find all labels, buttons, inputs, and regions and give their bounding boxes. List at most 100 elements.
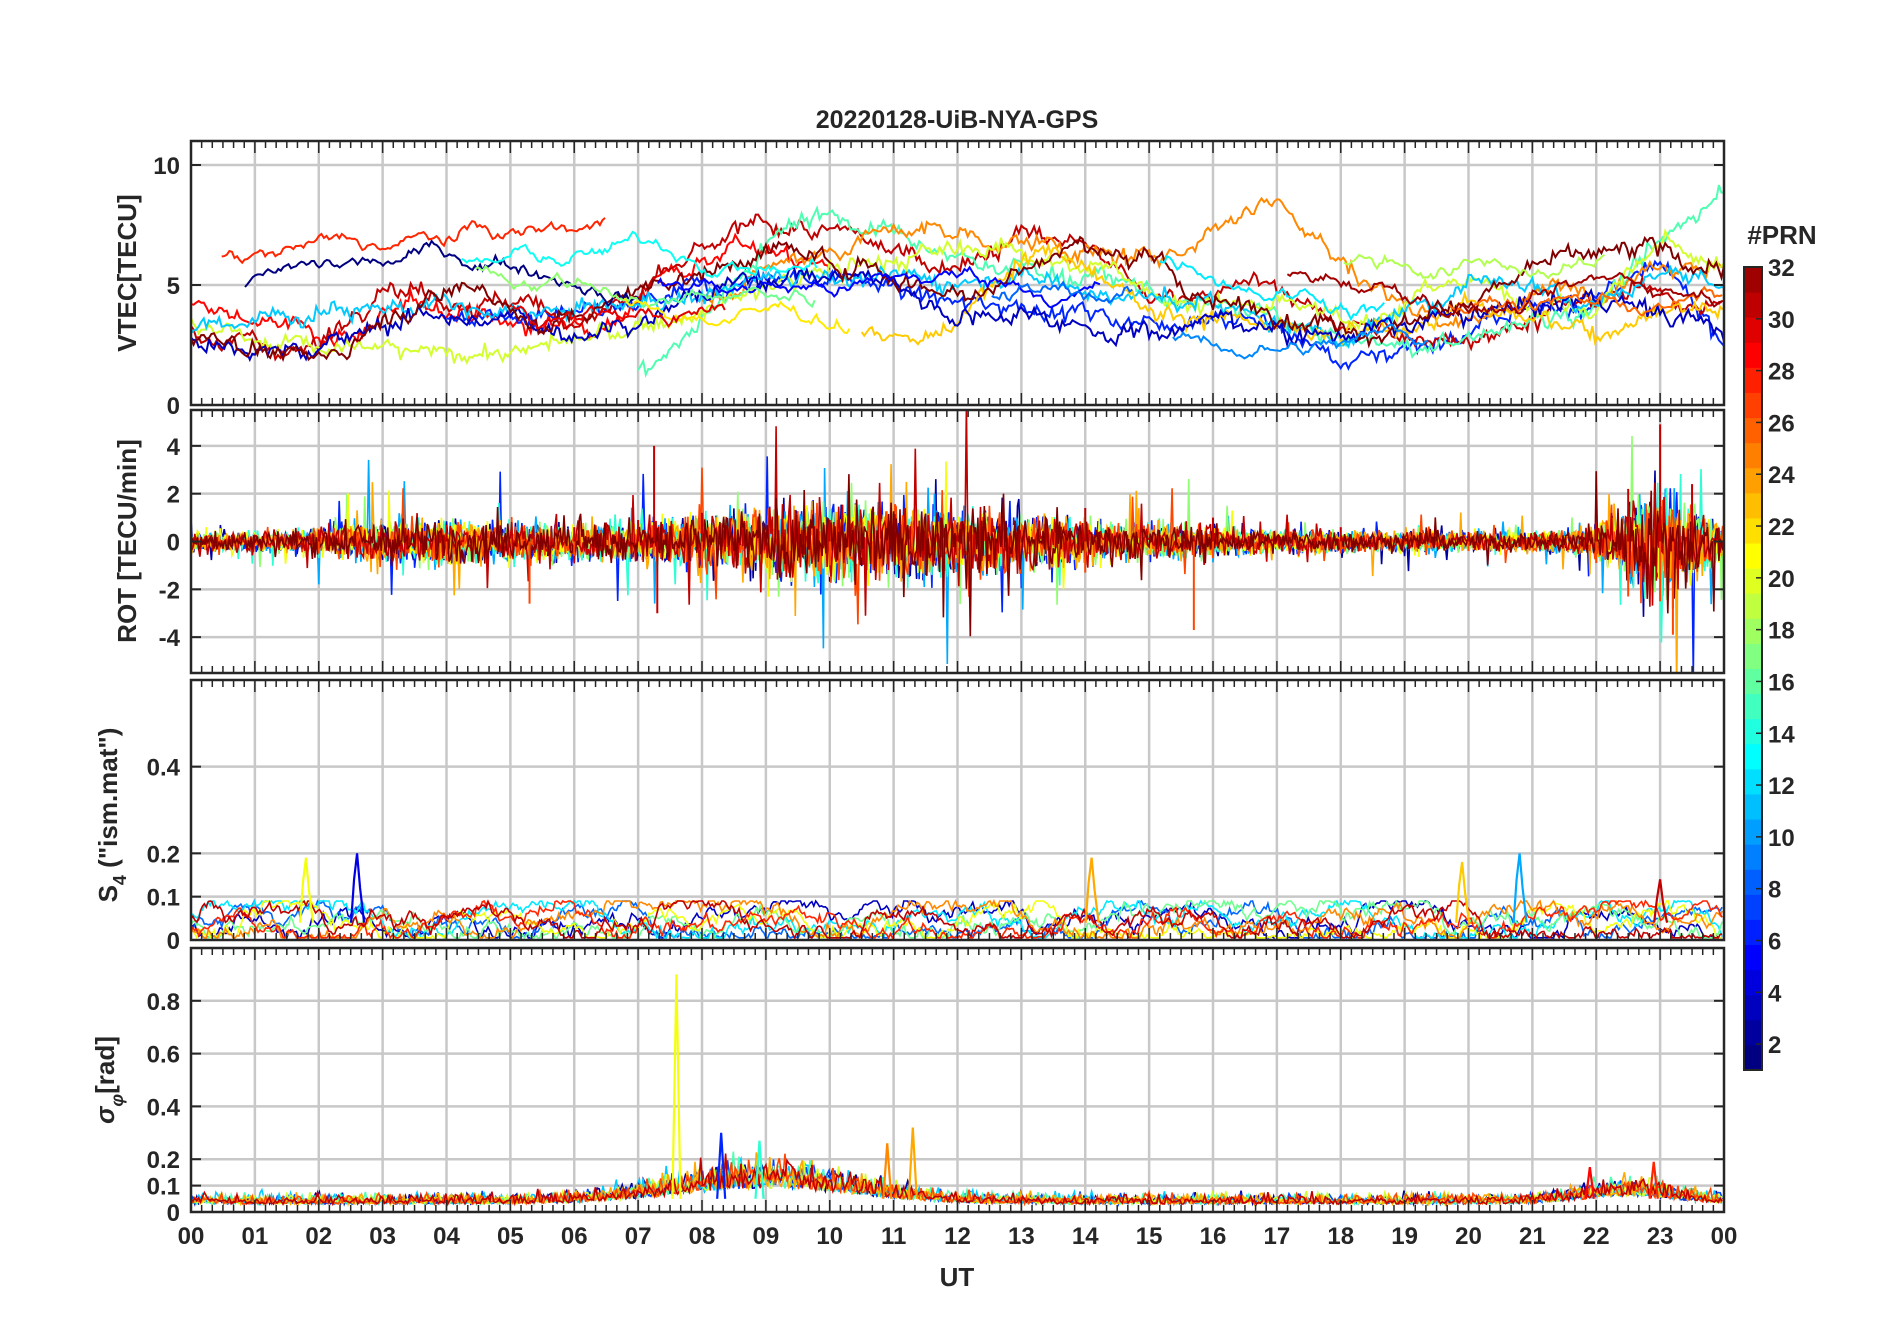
- colorbar-tick-label: 8: [1768, 877, 1781, 904]
- vtec-axes-frame: [189, 139, 1726, 407]
- colorbar-tick-label: 32: [1768, 255, 1795, 282]
- sigma-phi-peak-prn-24: [882, 1143, 893, 1199]
- x-tick-label: 15: [1136, 1223, 1163, 1250]
- colorbar-title: #PRN: [1747, 220, 1816, 250]
- x-tick-label: 05: [497, 1223, 524, 1250]
- x-tick-label: 19: [1391, 1223, 1418, 1250]
- sigma-phi-peak-prn-23: [907, 1127, 918, 1199]
- rot-axes-frame: [189, 408, 1726, 675]
- x-tick-label: 04: [433, 1223, 460, 1250]
- colorbar-tick-label: 10: [1768, 825, 1795, 852]
- colorbar-tick-label: 2: [1768, 1032, 1781, 1059]
- colorbar-tick-label: 30: [1768, 307, 1795, 334]
- colorbar-segment: [1744, 919, 1762, 946]
- colorbar-segment: [1744, 768, 1762, 795]
- colorbar-segment: [1744, 869, 1762, 895]
- x-tick-label: 09: [753, 1223, 780, 1250]
- sigma-phi-axes-frame: [189, 946, 1726, 1214]
- x-tick-label: 06: [561, 1223, 588, 1250]
- y-tick-label: 0.2: [147, 841, 180, 868]
- sigma-phi-peak-prn-28: [1584, 1166, 1595, 1199]
- x-tick-label: 20: [1455, 1223, 1482, 1250]
- y-tick-label: 0: [167, 928, 180, 955]
- x-tick-label: 23: [1647, 1223, 1674, 1250]
- y-tick-label: 0: [167, 530, 180, 557]
- colorbar-segment: [1744, 994, 1762, 1021]
- vtec-series-prn-29: [512, 303, 726, 330]
- x-tick-label: 10: [816, 1223, 843, 1250]
- vtec-y-label: VTEC[TECU]: [112, 194, 142, 351]
- x-tick-label: 22: [1583, 1223, 1610, 1250]
- data-layer: [191, 184, 1724, 1208]
- vtec-series-prn-27: [221, 217, 606, 265]
- y-tick-label: 0.2: [147, 1147, 180, 1174]
- colorbar-segment: [1744, 693, 1762, 720]
- colorbar-segment: [1744, 292, 1762, 318]
- vtec-series-prn-31: [1286, 270, 1722, 319]
- x-tick-label: 13: [1008, 1223, 1035, 1250]
- y-tick-label: 5: [167, 273, 180, 300]
- colorbar-segment: [1744, 969, 1762, 996]
- vtec-series-prn-15: [637, 184, 1724, 379]
- sigma-phi-peak-prn-20: [671, 974, 682, 1199]
- vtec-series-prn-9: [1172, 323, 1429, 360]
- y-tick-label: -2: [159, 577, 180, 604]
- vtec-series-prn-11: [191, 264, 1724, 349]
- colorbar-tick-label: 6: [1768, 928, 1781, 955]
- colorbar-segment: [1744, 568, 1762, 594]
- colorbar-segment: [1744, 392, 1762, 419]
- colorbar-segment: [1744, 467, 1762, 494]
- x-tick-label: 07: [625, 1223, 652, 1250]
- colorbar-tick-label: 26: [1768, 410, 1795, 437]
- colorbar-segment: [1744, 1044, 1762, 1071]
- s4-peak-prn-23: [1084, 857, 1100, 923]
- sigma-phi-series-prn-30: [191, 1153, 1723, 1207]
- y-tick-label: 4: [167, 434, 181, 461]
- colorbar-segment: [1744, 342, 1762, 368]
- y-tick-label: 2: [167, 482, 180, 509]
- y-tick-label: 0.1: [147, 1174, 180, 1201]
- x-tick-label: 01: [242, 1223, 269, 1250]
- vtec-series-prn-8: [991, 280, 1133, 304]
- colorbar-segment: [1744, 593, 1762, 619]
- vtec-series-prn-1: [244, 239, 640, 308]
- s4-peak-prn-10: [1512, 853, 1528, 923]
- s4-series-prn-27: [191, 899, 1723, 940]
- y-tick-label: 0.6: [147, 1042, 180, 1069]
- colorbar-tick-label: 22: [1768, 514, 1795, 541]
- colorbar-tick-label: 14: [1768, 721, 1795, 748]
- sigma-phi-peak-prn-14: [754, 1140, 765, 1199]
- vtec-series-prn-5: [657, 265, 1101, 309]
- colorbar-segment: [1744, 1019, 1762, 1046]
- vtec-series-prn-32: [191, 235, 1724, 363]
- colorbar-tick-label: 16: [1768, 669, 1795, 696]
- x-tick-label: 03: [369, 1223, 396, 1250]
- colorbar-segment: [1744, 367, 1762, 393]
- colorbar-segment: [1744, 718, 1762, 745]
- s4-peak-prn-22: [1455, 861, 1471, 923]
- s4-peak-prn-4: [349, 853, 366, 923]
- colorbar-segment: [1744, 944, 1762, 971]
- y-tick-label: 0: [167, 393, 180, 420]
- x-tick-label: 18: [1327, 1223, 1354, 1250]
- s4-peak-prn-20: [298, 857, 315, 923]
- vtec-series-prn-17: [474, 264, 645, 306]
- y-tick-label: 10: [153, 153, 180, 180]
- colorbar-tick-label: 4: [1768, 980, 1782, 1007]
- vtec-series-prn-21: [623, 297, 851, 335]
- colorbar-tick-label: 28: [1768, 359, 1795, 386]
- y-tick-label: 0.4: [147, 1094, 181, 1121]
- vtec-series-prn-18: [1343, 253, 1605, 280]
- colorbar-tick-label: 18: [1768, 618, 1795, 645]
- colorbar-segment: [1744, 417, 1762, 444]
- vtec-series-prn-3: [191, 265, 1724, 363]
- vtec-series-prn-16: [640, 286, 816, 309]
- colorbar-segment: [1744, 819, 1762, 845]
- vtec-series-prn-13: [461, 230, 818, 279]
- x-tick-label: 14: [1072, 1223, 1099, 1250]
- colorbar-segment: [1744, 543, 1762, 569]
- colorbar-segment: [1744, 317, 1762, 343]
- s4-y-label: S4 ("ism.mat"): [93, 728, 130, 903]
